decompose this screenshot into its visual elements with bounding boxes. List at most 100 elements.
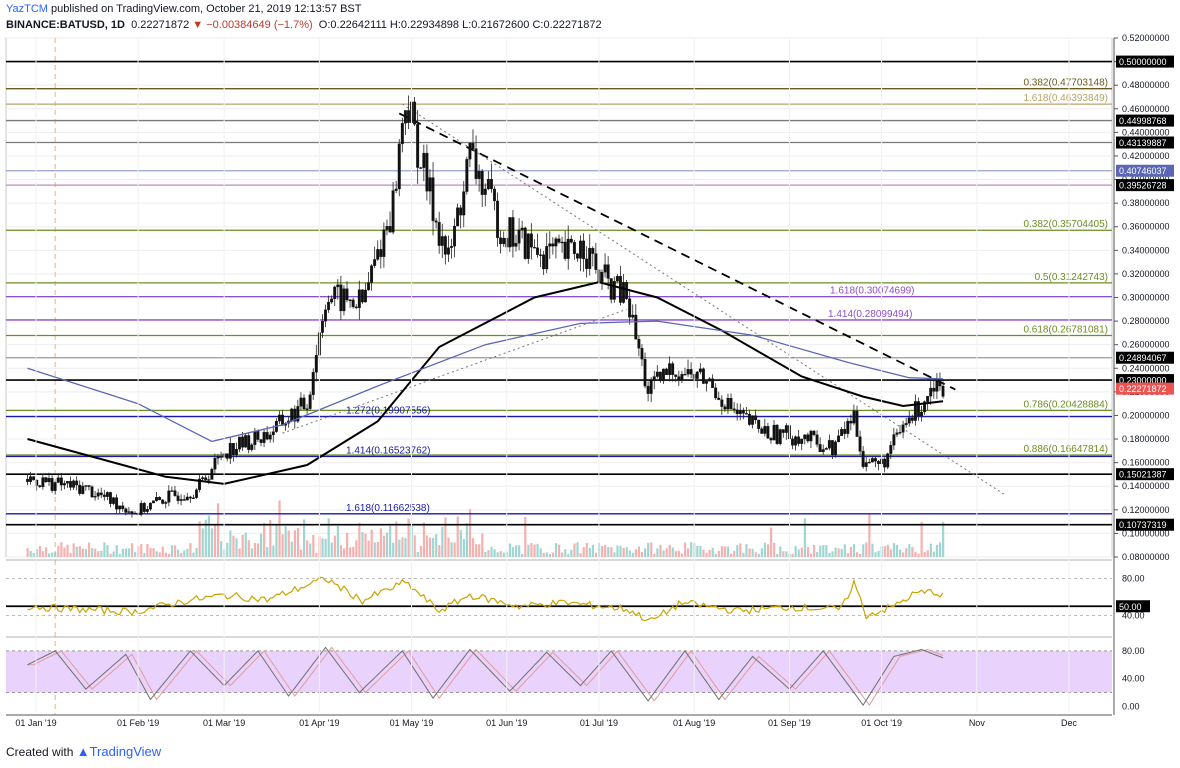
candle-body: [618, 276, 622, 303]
candle-body: [529, 233, 533, 248]
volume-bar: [733, 550, 736, 557]
candle-body: [566, 238, 570, 259]
candle-body: [391, 190, 395, 233]
candle-body: [557, 238, 561, 243]
volume-bar: [173, 545, 177, 557]
candle-body: [155, 497, 158, 501]
volume-bar: [72, 543, 75, 557]
author-link[interactable]: YazTCM: [6, 3, 48, 15]
volume-bar: [511, 547, 515, 557]
candle-body: [468, 143, 472, 160]
candle-body: [118, 505, 122, 510]
candle-body: [652, 376, 656, 381]
volume-bar: [471, 538, 475, 557]
volume-bar: [143, 553, 146, 557]
candle-body: [446, 247, 450, 255]
volume-bar: [78, 546, 81, 557]
candle-body: [130, 511, 134, 514]
volume-bar: [911, 546, 914, 557]
volume-bar: [38, 546, 41, 557]
volume-bar: [871, 543, 874, 557]
candle-body: [886, 453, 890, 468]
volume-bar: [204, 519, 207, 557]
candle-body: [732, 408, 736, 410]
candle-body: [44, 477, 48, 483]
candle-body: [314, 354, 318, 373]
tradingview-brand[interactable]: TradingView: [89, 744, 162, 759]
fib-level-label: 1.618(0.30074699): [830, 286, 915, 297]
volume-bar: [579, 553, 582, 557]
candle-body: [827, 440, 831, 449]
candle-body: [926, 396, 930, 402]
volume-bar: [447, 537, 450, 557]
candle-body: [830, 440, 834, 456]
candle-body: [465, 159, 469, 192]
candle-body: [526, 233, 530, 259]
volume-bar: [275, 524, 278, 557]
volume-bar: [588, 547, 591, 557]
candle-body: [698, 368, 702, 373]
volume-bar: [736, 545, 739, 557]
volume-bar: [613, 552, 616, 557]
candle-body: [345, 288, 349, 301]
volume-bar: [177, 549, 180, 557]
candle-body: [431, 177, 435, 221]
volume-bar: [899, 549, 902, 557]
stoch-k-line: [27, 646, 944, 706]
volume-bar: [616, 545, 619, 557]
volume-bar: [794, 545, 797, 557]
volume-bar: [868, 514, 871, 557]
volume-bar: [124, 548, 128, 557]
candle-body: [723, 406, 727, 410]
candle-body: [407, 110, 410, 123]
stoch-d-line: [27, 646, 944, 706]
volume-bar: [782, 551, 785, 557]
candle-body: [815, 434, 819, 445]
volume-bar: [170, 545, 174, 557]
volume-bar: [604, 544, 607, 557]
candle-body: [290, 408, 294, 422]
volume-bar: [668, 544, 671, 557]
volume-bar: [266, 547, 269, 557]
price-tag: [1116, 164, 1174, 177]
volume-bar: [299, 549, 303, 557]
candle-body: [293, 408, 297, 422]
volume-bar: [837, 548, 840, 557]
price-chart[interactable]: 0.52000000 0.50000000 0.48000000 0.46000000…: [0, 0, 1180, 740]
candle-body: [299, 397, 303, 407]
candle-body: [622, 282, 625, 303]
candle-body: [600, 271, 604, 282]
candle-body: [41, 477, 45, 487]
candle-body: [677, 376, 681, 381]
candle-body: [631, 314, 635, 318]
stoch-tick-label: 80.00: [1122, 646, 1145, 656]
candle-body: [201, 477, 205, 480]
candle-body: [680, 374, 684, 381]
volume-bar: [601, 545, 604, 557]
candle-body: [932, 387, 936, 392]
volume-bar: [542, 552, 545, 557]
candle-body: [305, 408, 309, 410]
volume-bar: [720, 546, 724, 557]
volume-bar: [278, 500, 281, 557]
volume-bar: [742, 552, 745, 557]
candle-body: [784, 425, 788, 433]
candle-body: [216, 456, 220, 459]
volume-bar: [109, 553, 112, 557]
volume-bar: [665, 548, 668, 557]
volume-bar: [773, 542, 776, 557]
candle-body: [253, 431, 257, 445]
candle-body: [69, 481, 72, 488]
candle-body: [480, 171, 484, 195]
candle-body: [167, 490, 171, 503]
volume-bar: [152, 548, 155, 557]
volume-bar: [164, 552, 167, 557]
candle-body: [861, 451, 865, 467]
candle-body: [336, 284, 340, 288]
candle-body: [532, 247, 536, 249]
candle-body: [182, 499, 186, 501]
candle-body: [579, 240, 582, 259]
candle-body: [363, 289, 367, 303]
volume-bar: [26, 548, 29, 557]
candle-body: [277, 414, 281, 422]
